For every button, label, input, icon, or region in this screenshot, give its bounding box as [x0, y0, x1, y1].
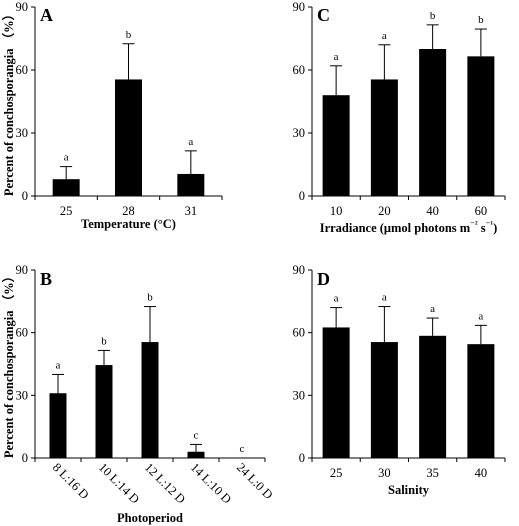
x-tick-label: 25 — [60, 204, 73, 218]
x-tick-label: 40 — [475, 466, 488, 480]
y-tick-label: 60 — [16, 63, 29, 77]
bar — [95, 365, 113, 458]
significance-label: a — [334, 51, 339, 63]
significance-label: a — [64, 152, 69, 164]
significance-label: c — [240, 443, 245, 455]
chart-panel-b: 0 30 60 90 a 8 L:16 D b 10 L:14 D b 12 L:12 D c 14 … — [1, 263, 276, 525]
bar — [52, 179, 80, 196]
significance-label: a — [56, 359, 61, 371]
bar — [322, 95, 350, 196]
significance-label: b — [430, 10, 436, 22]
y-tick-label: 0 — [299, 451, 305, 465]
x-axis-title: Salinity — [388, 483, 430, 497]
panel-label: B — [40, 269, 52, 289]
significance-label: b — [147, 292, 153, 304]
y-tick-label: 60 — [16, 326, 29, 340]
panel-label: A — [40, 5, 53, 25]
x-tick-label: 30 — [378, 466, 391, 480]
chart-panel-a: 0 30 60 90 a 25 b 28 a 31 Temperature (°C) Percent … — [1, 0, 223, 231]
significance-label: c — [194, 429, 199, 441]
x-tick-label: 28 — [122, 204, 135, 218]
bar — [419, 49, 447, 196]
bar — [370, 79, 398, 196]
x-tick-label: 10 — [330, 204, 343, 218]
x-tick-label: 10 L:14 D — [96, 460, 142, 506]
significance-label: a — [382, 30, 387, 42]
y-tick-label: 30 — [293, 388, 306, 402]
x-tick-label: 8 L:16 D — [50, 460, 92, 502]
y-tick-label: 30 — [16, 126, 29, 140]
x-axis-title: Temperature (°C) — [81, 217, 176, 231]
bar — [467, 344, 495, 458]
x-axis-title: Photoperiod — [117, 511, 183, 525]
y-tick-label: 60 — [293, 326, 306, 340]
x-tick-label: 31 — [185, 204, 198, 218]
chart-panel-d: 0 30 60 90 a 25 a 30 a 35 a 40 Salinity D — [293, 263, 506, 497]
bar — [467, 56, 495, 196]
bar — [141, 342, 159, 458]
x-tick-label: 60 — [475, 204, 488, 218]
bar — [322, 327, 350, 458]
x-tick-label: 24 L:0 D — [234, 460, 276, 502]
significance-label: a — [334, 293, 339, 305]
bar — [187, 451, 205, 458]
y-tick-label: 0 — [299, 189, 305, 203]
y-tick-label: 0 — [22, 451, 28, 465]
significance-label: b — [126, 29, 132, 41]
significance-label: a — [430, 303, 435, 315]
x-tick-label: 12 L:12 D — [142, 460, 188, 506]
x-tick-label: 25 — [330, 466, 343, 480]
y-axis-title: Percent of conchosporangia （%） — [1, 270, 16, 458]
significance-label: b — [478, 14, 484, 26]
x-tick-label: 20 — [378, 204, 391, 218]
significance-label: a — [382, 292, 387, 304]
significance-label: a — [188, 136, 193, 148]
significance-label: a — [478, 310, 483, 322]
x-tick-label: 14 L:10 D — [188, 460, 234, 506]
y-axis-title: Percent of conchosporangia （%） — [1, 8, 16, 196]
x-tick-label: 35 — [426, 466, 439, 480]
y-tick-label: 0 — [22, 189, 28, 203]
panel-label: D — [317, 269, 330, 289]
y-tick-label: 60 — [293, 63, 306, 77]
x-tick-label: 40 — [426, 204, 439, 218]
y-tick-label: 90 — [16, 0, 29, 14]
x-axis-title: Irradiance (μmol photons m⁻² s⁻¹) — [320, 219, 498, 235]
bar — [370, 342, 398, 458]
y-tick-label: 90 — [16, 263, 29, 277]
y-tick-label: 30 — [16, 388, 29, 402]
bar — [177, 173, 205, 196]
panel-label: C — [317, 5, 330, 25]
bar — [115, 79, 142, 196]
significance-label: b — [101, 335, 107, 347]
y-tick-label: 30 — [293, 126, 306, 140]
bar — [419, 335, 447, 458]
y-tick-label: 90 — [293, 0, 306, 14]
bar — [49, 393, 67, 458]
y-tick-label: 90 — [293, 263, 306, 277]
